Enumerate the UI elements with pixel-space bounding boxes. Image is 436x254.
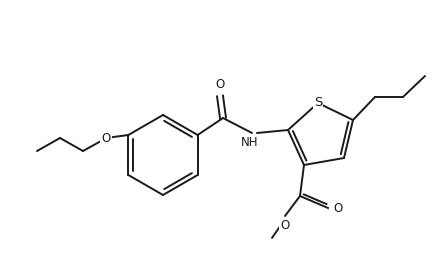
Text: O: O [215, 78, 225, 91]
Text: O: O [280, 219, 290, 232]
Text: NH: NH [241, 136, 259, 149]
Text: O: O [102, 132, 111, 145]
Text: O: O [333, 201, 342, 214]
Text: S: S [314, 97, 322, 109]
